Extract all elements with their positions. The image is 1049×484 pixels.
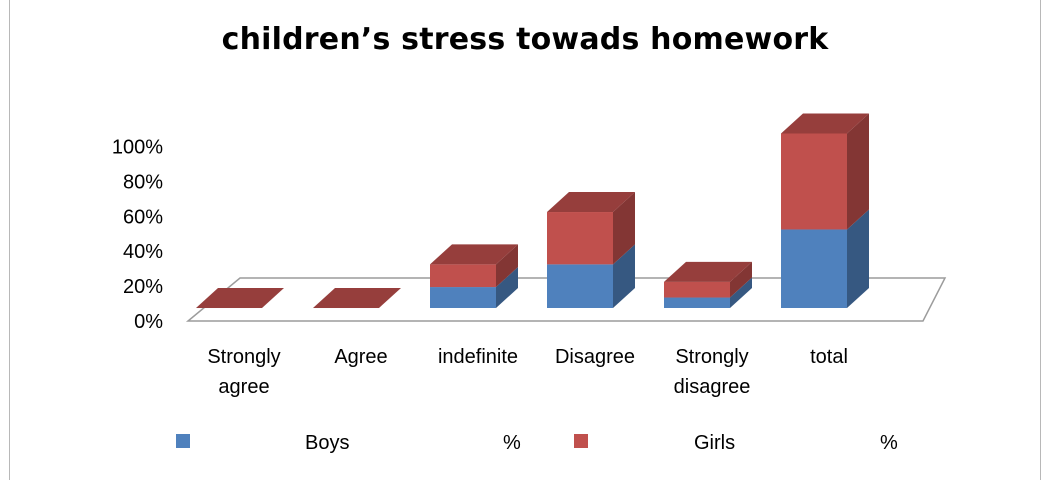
bar-top (664, 261, 752, 282)
category-label: Strongly (675, 346, 748, 368)
legend-suffix: % (503, 432, 521, 454)
y-tick-label: 100% (112, 137, 163, 159)
legend-swatch-girls (574, 434, 588, 448)
y-tick-label: 60% (123, 206, 163, 228)
bar-top (430, 244, 518, 265)
y-tick-label: 20% (123, 276, 163, 298)
bar-girls-side (613, 192, 635, 265)
bar-boys-front (430, 287, 496, 308)
legend-label: Girls (694, 432, 735, 454)
bar-girls-front (430, 264, 496, 288)
category-label: Strongly (207, 346, 280, 368)
bar-boys-front (664, 297, 730, 308)
bar-girls-side (847, 113, 869, 230)
bar-girls-side (496, 244, 518, 288)
bar-boys-side (847, 209, 869, 308)
bar-girls-front (664, 281, 730, 298)
bar-boys-side (613, 244, 635, 308)
bar-top (781, 113, 869, 134)
bar-top (196, 288, 284, 308)
category-label: Disagree (555, 346, 635, 368)
category-label: agree (218, 376, 269, 398)
bar-top (313, 288, 401, 308)
bar-top (547, 192, 635, 213)
chart-title: children’s stress towads homework (221, 22, 829, 57)
y-tick-label: 40% (123, 241, 163, 263)
legend-label: Boys (305, 432, 349, 454)
bar-girls-front (781, 133, 847, 230)
bar-boys-side (730, 277, 752, 308)
bar-girls-side (730, 261, 752, 298)
legend-swatch-boys (176, 434, 190, 448)
category-label: total (810, 346, 848, 368)
bar-boys-side (496, 267, 518, 308)
bar-boys-front (547, 264, 613, 308)
legend-suffix: % (880, 432, 898, 454)
bar-girls-front (547, 212, 613, 265)
y-tick-label: 0% (134, 311, 163, 333)
category-label: Agree (334, 346, 387, 368)
category-label: disagree (674, 376, 751, 398)
category-label: indefinite (438, 346, 518, 368)
bar-boys-front (781, 229, 847, 308)
y-tick-label: 80% (123, 171, 163, 193)
